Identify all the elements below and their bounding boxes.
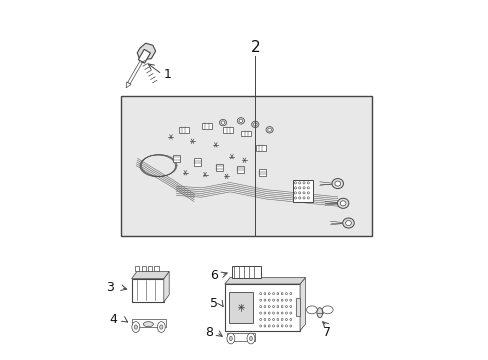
Bar (226, 333, 255, 341)
Ellipse shape (322, 306, 332, 314)
Ellipse shape (134, 325, 137, 329)
Bar (194, 158, 201, 166)
Ellipse shape (340, 201, 346, 206)
Ellipse shape (157, 321, 165, 332)
Ellipse shape (267, 128, 271, 131)
Ellipse shape (334, 181, 340, 186)
Ellipse shape (316, 308, 322, 318)
Bar (223, 127, 233, 133)
Ellipse shape (265, 127, 273, 133)
Polygon shape (137, 43, 155, 59)
Ellipse shape (229, 336, 232, 341)
Text: 8: 8 (204, 326, 212, 339)
Bar (148, 266, 152, 271)
Bar (258, 169, 265, 176)
Bar (142, 266, 145, 271)
Polygon shape (300, 278, 305, 330)
Bar (255, 145, 265, 150)
Ellipse shape (221, 121, 224, 124)
Polygon shape (224, 278, 305, 284)
Bar (295, 298, 300, 316)
Text: 1: 1 (163, 68, 171, 81)
Polygon shape (138, 49, 150, 63)
Ellipse shape (253, 123, 257, 126)
Text: 6: 6 (210, 269, 218, 282)
Bar (135, 266, 139, 271)
Ellipse shape (342, 218, 353, 228)
Ellipse shape (143, 321, 153, 327)
Ellipse shape (331, 179, 343, 189)
Ellipse shape (132, 321, 140, 332)
Bar (202, 123, 211, 129)
Polygon shape (126, 82, 131, 88)
Bar (228, 292, 253, 323)
Bar (172, 155, 180, 162)
Text: 3: 3 (106, 281, 114, 294)
Ellipse shape (337, 198, 348, 208)
Bar (292, 180, 312, 202)
Ellipse shape (306, 306, 317, 314)
Text: 4: 4 (109, 313, 117, 327)
Ellipse shape (249, 336, 252, 341)
Bar (224, 284, 300, 330)
Ellipse shape (226, 333, 234, 344)
Ellipse shape (237, 118, 244, 124)
Bar (154, 266, 159, 271)
Polygon shape (163, 271, 169, 302)
Text: 2: 2 (250, 40, 260, 55)
Bar (215, 164, 223, 171)
Bar (241, 131, 251, 136)
Polygon shape (127, 61, 142, 84)
Bar (131, 279, 163, 302)
Polygon shape (131, 271, 169, 279)
Ellipse shape (160, 325, 163, 329)
Bar (231, 266, 260, 278)
Ellipse shape (246, 333, 254, 344)
Bar (178, 127, 188, 133)
Ellipse shape (345, 221, 351, 226)
Bar (237, 166, 244, 173)
Bar (121, 96, 371, 235)
Ellipse shape (251, 121, 258, 128)
Ellipse shape (239, 119, 242, 122)
Text: 5: 5 (209, 297, 218, 310)
Ellipse shape (219, 120, 226, 126)
Text: 7: 7 (322, 326, 330, 339)
Bar (131, 319, 165, 327)
